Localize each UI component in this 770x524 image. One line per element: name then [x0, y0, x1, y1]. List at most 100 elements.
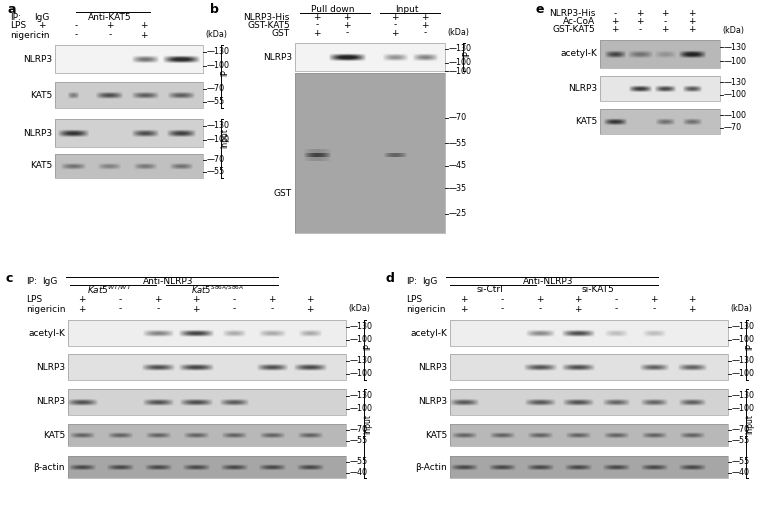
Text: +: + — [460, 304, 467, 313]
Text: (kDa): (kDa) — [348, 304, 370, 313]
Text: —100: —100 — [449, 67, 472, 75]
Text: +: + — [79, 296, 85, 304]
Text: -: - — [664, 17, 667, 27]
Text: d: d — [386, 272, 395, 285]
Bar — [68, 389, 346, 415]
Bar — [68, 320, 346, 346]
Bar — [55, 45, 203, 73]
Text: —100: —100 — [350, 369, 373, 378]
Bar — [55, 154, 203, 178]
Text: +: + — [688, 26, 696, 35]
Bar — [600, 40, 720, 68]
Text: nigericin: nigericin — [406, 304, 446, 313]
Text: -: - — [500, 296, 504, 304]
Text: —70: —70 — [207, 156, 225, 165]
Text: +: + — [306, 304, 313, 313]
Text: +: + — [421, 13, 429, 21]
Text: —130: —130 — [207, 48, 230, 57]
Text: +: + — [154, 296, 162, 304]
Text: —55: —55 — [207, 97, 226, 106]
Text: +: + — [636, 9, 644, 18]
Text: —40: —40 — [350, 468, 368, 477]
Text: +: + — [574, 304, 582, 313]
Text: —70: —70 — [350, 425, 368, 434]
Text: —45: —45 — [449, 161, 467, 170]
Bar — [295, 73, 445, 233]
Text: —55: —55 — [207, 168, 226, 177]
Text: Input: Input — [220, 128, 229, 148]
Bar — [68, 354, 346, 380]
Text: c: c — [6, 272, 13, 285]
Text: +: + — [140, 21, 148, 30]
Text: KAT5: KAT5 — [30, 161, 52, 170]
Text: NLRP3: NLRP3 — [263, 52, 292, 61]
Text: β-actin: β-actin — [34, 463, 65, 472]
Text: -: - — [652, 304, 655, 313]
Text: —40: —40 — [732, 468, 750, 477]
Text: -: - — [346, 28, 349, 38]
Text: —100: —100 — [724, 57, 747, 66]
Text: NLRP3: NLRP3 — [418, 398, 447, 407]
Text: NLRP3-His: NLRP3-His — [243, 13, 290, 21]
Text: IP: IP — [363, 343, 373, 350]
Text: —130: —130 — [207, 122, 230, 130]
Text: (kDa): (kDa) — [447, 28, 469, 38]
Text: —55: —55 — [732, 436, 750, 445]
Text: +: + — [268, 296, 276, 304]
Text: IP: IP — [745, 343, 755, 350]
Text: acetyl-K: acetyl-K — [560, 49, 597, 59]
Text: +: + — [688, 9, 696, 18]
Text: —130: —130 — [350, 322, 373, 331]
Text: (kDa): (kDa) — [205, 30, 227, 39]
Text: +: + — [688, 17, 696, 27]
Bar — [55, 82, 203, 108]
Text: -: - — [500, 304, 504, 313]
Text: —25: —25 — [449, 209, 467, 219]
Text: si-Ctrl: si-Ctrl — [477, 286, 504, 294]
Text: -: - — [119, 296, 122, 304]
Text: GST: GST — [274, 189, 292, 198]
Text: IP:: IP: — [10, 13, 21, 21]
Text: (kDa): (kDa) — [730, 304, 752, 313]
Bar — [450, 354, 728, 380]
Text: LPS: LPS — [26, 296, 42, 304]
Text: +: + — [106, 21, 114, 30]
Text: +: + — [313, 28, 321, 38]
Text: LPS: LPS — [10, 21, 26, 30]
Text: —100: —100 — [207, 136, 230, 145]
Bar — [450, 320, 728, 346]
Text: Ac-CoA: Ac-CoA — [563, 17, 595, 27]
Text: nigericin: nigericin — [26, 304, 65, 313]
Text: $Kat5^{WT/WT}$: $Kat5^{WT/WT}$ — [87, 284, 132, 296]
Text: acetyl-K: acetyl-K — [410, 329, 447, 337]
Text: —130: —130 — [732, 356, 755, 365]
Text: Anti-KAT5: Anti-KAT5 — [89, 13, 132, 21]
Bar — [68, 456, 346, 478]
Text: -: - — [40, 30, 44, 39]
Text: —70: —70 — [732, 425, 750, 434]
Text: —100: —100 — [732, 404, 755, 413]
Text: —130: —130 — [732, 391, 755, 400]
Text: —55: —55 — [732, 457, 750, 466]
Text: +: + — [306, 296, 313, 304]
Text: —130: —130 — [350, 356, 373, 365]
Text: -: - — [316, 20, 319, 29]
Text: +: + — [421, 20, 429, 29]
Text: -: - — [233, 304, 236, 313]
Text: -: - — [614, 9, 617, 18]
Text: IP: IP — [463, 50, 471, 57]
Text: +: + — [313, 13, 321, 21]
Text: -: - — [156, 304, 159, 313]
Text: +: + — [661, 9, 669, 18]
Text: -: - — [424, 28, 427, 38]
Text: —100: —100 — [350, 335, 373, 344]
Text: -: - — [393, 20, 397, 29]
Text: KAT5: KAT5 — [43, 431, 65, 440]
Text: +: + — [140, 30, 148, 39]
Text: IP:: IP: — [406, 278, 417, 287]
Text: +: + — [688, 304, 696, 313]
Bar — [450, 389, 728, 415]
Text: —130: —130 — [449, 44, 472, 53]
Text: +: + — [650, 296, 658, 304]
Text: +: + — [611, 26, 619, 35]
